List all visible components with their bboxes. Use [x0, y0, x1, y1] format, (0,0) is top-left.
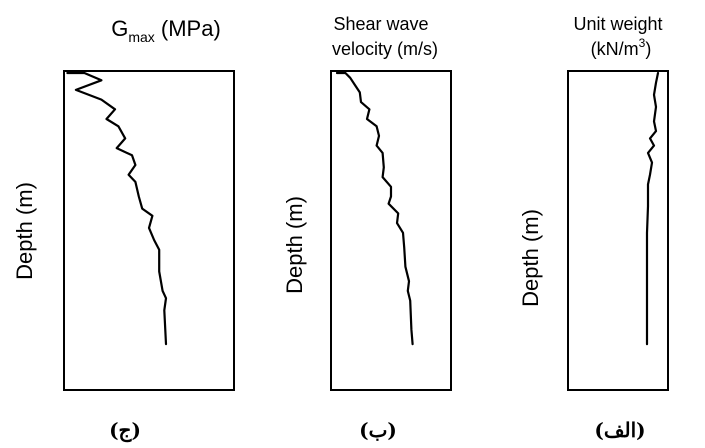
panel-gmax-caption: (ج) [109, 418, 141, 443]
panel-unit-weight-title-sup: 3 [639, 36, 646, 50]
panel-vs-frame [330, 70, 452, 391]
panel-vs: Shear wave velocity (m/s) Depth (m) (ب) [282, 14, 452, 442]
panel-gmax: Gmax (MPa) Depth (m) (ج) [12, 16, 235, 443]
panel-gmax-title-sub: max [128, 29, 154, 45]
panel-vs-ylabel: Depth (m) [282, 196, 307, 294]
panel-unit-weight-profile [645, 71, 660, 346]
panel-unit-weight-ylabel: Depth (m) [518, 209, 543, 307]
panel-unit-weight-title-unit: (kN/m [591, 39, 639, 59]
panel-vs-caption: (ب) [359, 418, 397, 442]
panel-gmax-title-main: G [111, 16, 128, 41]
panel-gmax-title-unit: (MPa) [155, 16, 221, 41]
panel-gmax-title: Gmax (MPa) [111, 16, 221, 45]
panel-vs-title-line1: Shear wave [333, 14, 428, 34]
panel-unit-weight-title-line2: (kN/m3) [591, 36, 652, 59]
panel-unit-weight-title-end: ) [645, 39, 651, 59]
panel-gmax-ylabel: Depth (m) [12, 182, 37, 280]
panel-vs-title-line2: velocity (m/s) [332, 39, 438, 59]
panel-unit-weight-caption: (الف) [594, 418, 645, 442]
panel-gmax-frame [63, 70, 235, 391]
panel-unit-weight-frame [567, 70, 669, 391]
panel-unit-weight: Unit weight (kN/m3) Depth (m) (الف) [518, 14, 669, 442]
panel-vs-profile [335, 71, 414, 346]
panel-unit-weight-title-line1: Unit weight [573, 14, 662, 34]
panel-gmax-profile [66, 71, 168, 346]
